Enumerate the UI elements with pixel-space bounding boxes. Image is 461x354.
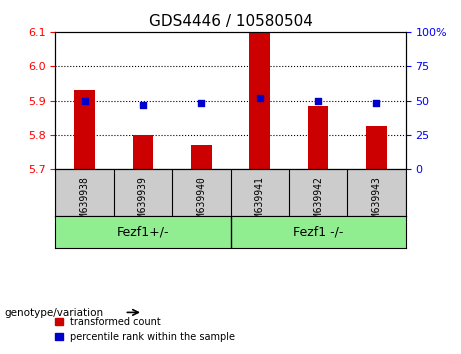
Text: Fezf1+/-: Fezf1+/-	[117, 225, 169, 239]
Point	[81, 98, 88, 103]
Text: GSM639942: GSM639942	[313, 176, 323, 229]
Text: GSM639938: GSM639938	[79, 176, 89, 229]
Text: GSM639941: GSM639941	[254, 176, 265, 229]
Bar	[74, 90, 95, 169]
Title: GDS4446 / 10580504: GDS4446 / 10580504	[148, 14, 313, 29]
Point	[373, 101, 380, 106]
Text: GSM639943: GSM639943	[372, 176, 382, 229]
Point	[139, 102, 147, 108]
Bar	[133, 135, 153, 169]
Text: genotype/variation: genotype/variation	[5, 308, 104, 318]
Point	[198, 101, 205, 106]
Text: GSM639939: GSM639939	[138, 176, 148, 229]
Bar	[191, 145, 212, 169]
Legend: transformed count, percentile rank within the sample: transformed count, percentile rank withi…	[51, 313, 239, 346]
Bar	[366, 126, 387, 169]
Text: Fezf1 -/-: Fezf1 -/-	[293, 225, 343, 239]
Point	[256, 95, 263, 101]
Point	[314, 98, 322, 103]
Bar	[308, 106, 328, 169]
Text: GSM639940: GSM639940	[196, 176, 207, 229]
Bar	[249, 32, 270, 169]
